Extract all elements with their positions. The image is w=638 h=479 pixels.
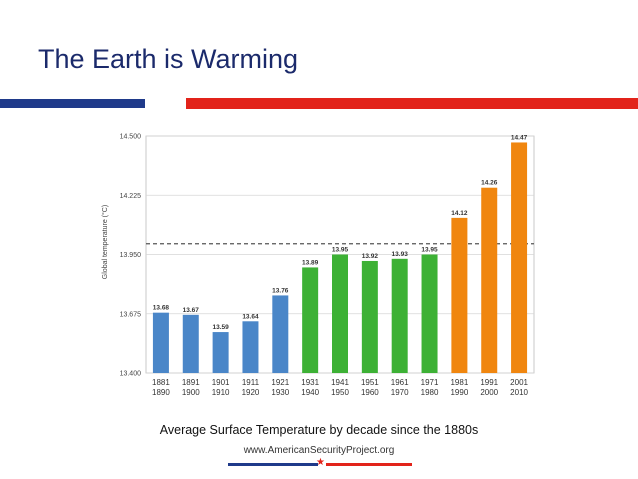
temperature-bar [421,254,438,373]
x-tick-label-start: 1971 [421,378,439,387]
temperature-bar [481,187,498,373]
temperature-bar [272,295,289,373]
header-red-stripe [186,98,638,109]
x-tick-label-start: 1941 [331,378,349,387]
chart-caption: Average Surface Temperature by decade si… [159,423,479,437]
bar-value-label: 13.95 [332,247,349,254]
footer-blue-line [228,463,318,466]
bar-value-label: 13.68 [153,305,170,312]
temperature-bar [511,142,528,373]
y-tick-label: 14.500 [120,134,142,141]
x-tick-label-start: 1951 [361,378,379,387]
bar-value-label: 14.47 [511,134,528,141]
y-tick-label: 14.225 [120,193,142,200]
bar-value-label: 13.89 [302,259,319,266]
temperature-bar [212,332,229,373]
x-tick-label-start: 1881 [152,378,170,387]
x-tick-label-end: 2010 [510,388,528,397]
bar-value-label: 13.93 [392,251,409,258]
y-tick-label: 13.950 [120,252,142,259]
temperature-bar [182,314,199,373]
y-tick-label: 13.400 [120,371,142,378]
temperature-bar [152,312,169,373]
x-tick-label-start: 1991 [480,378,498,387]
bar-value-label: 13.59 [212,324,229,331]
x-tick-label-end: 1920 [242,388,260,397]
x-tick-label-start: 1901 [212,378,230,387]
x-tick-label-end: 1970 [391,388,409,397]
x-tick-label-start: 2001 [510,378,528,387]
x-tick-label-start: 1961 [391,378,409,387]
x-tick-label-start: 1891 [182,378,200,387]
header-blue-stripe [0,99,145,108]
x-tick-label-end: 1980 [421,388,439,397]
footer-url: www.AmericanSecurityProject.org [243,445,395,456]
x-tick-label-start: 1931 [301,378,319,387]
x-tick-label-end: 1900 [182,388,200,397]
y-axis-title: Global temperature (°C) [101,205,109,279]
bar-value-label: 13.92 [362,253,379,260]
temperature-bar [332,254,348,373]
x-tick-label-end: 1940 [301,388,319,397]
x-tick-label-end: 1930 [271,388,289,397]
x-tick-label-end: 1910 [212,388,230,397]
bar-value-label: 13.76 [272,287,289,294]
x-tick-label-start: 1911 [242,378,260,387]
star-icon: ★ [316,457,325,468]
bar-value-label: 14.26 [481,180,498,187]
bar-value-label: 14.12 [451,210,468,217]
bar-value-label: 13.64 [242,313,259,320]
y-tick-label: 13.675 [120,311,142,318]
temperature-bar [242,321,259,373]
bar-value-label: 13.67 [183,307,200,314]
x-tick-label-end: 1990 [450,388,468,397]
temperature-bar [451,217,468,373]
x-tick-label-start: 1981 [450,378,468,387]
x-tick-label-end: 2000 [480,388,498,397]
bar-value-label: 13.95 [421,247,438,254]
temperature-bar [361,260,378,373]
temperature-bar [302,267,319,373]
temperature-bar-chart: 13.40013.67513.95014.22514.50013.6818811… [101,134,535,397]
x-tick-label-end: 1890 [152,388,170,397]
footer-red-line [326,463,412,466]
x-tick-label-end: 1960 [361,388,379,397]
slide-title: The Earth is Warming [38,44,299,74]
x-tick-label-start: 1921 [271,378,289,387]
temperature-bar [391,258,408,373]
x-tick-label-end: 1950 [331,388,349,397]
